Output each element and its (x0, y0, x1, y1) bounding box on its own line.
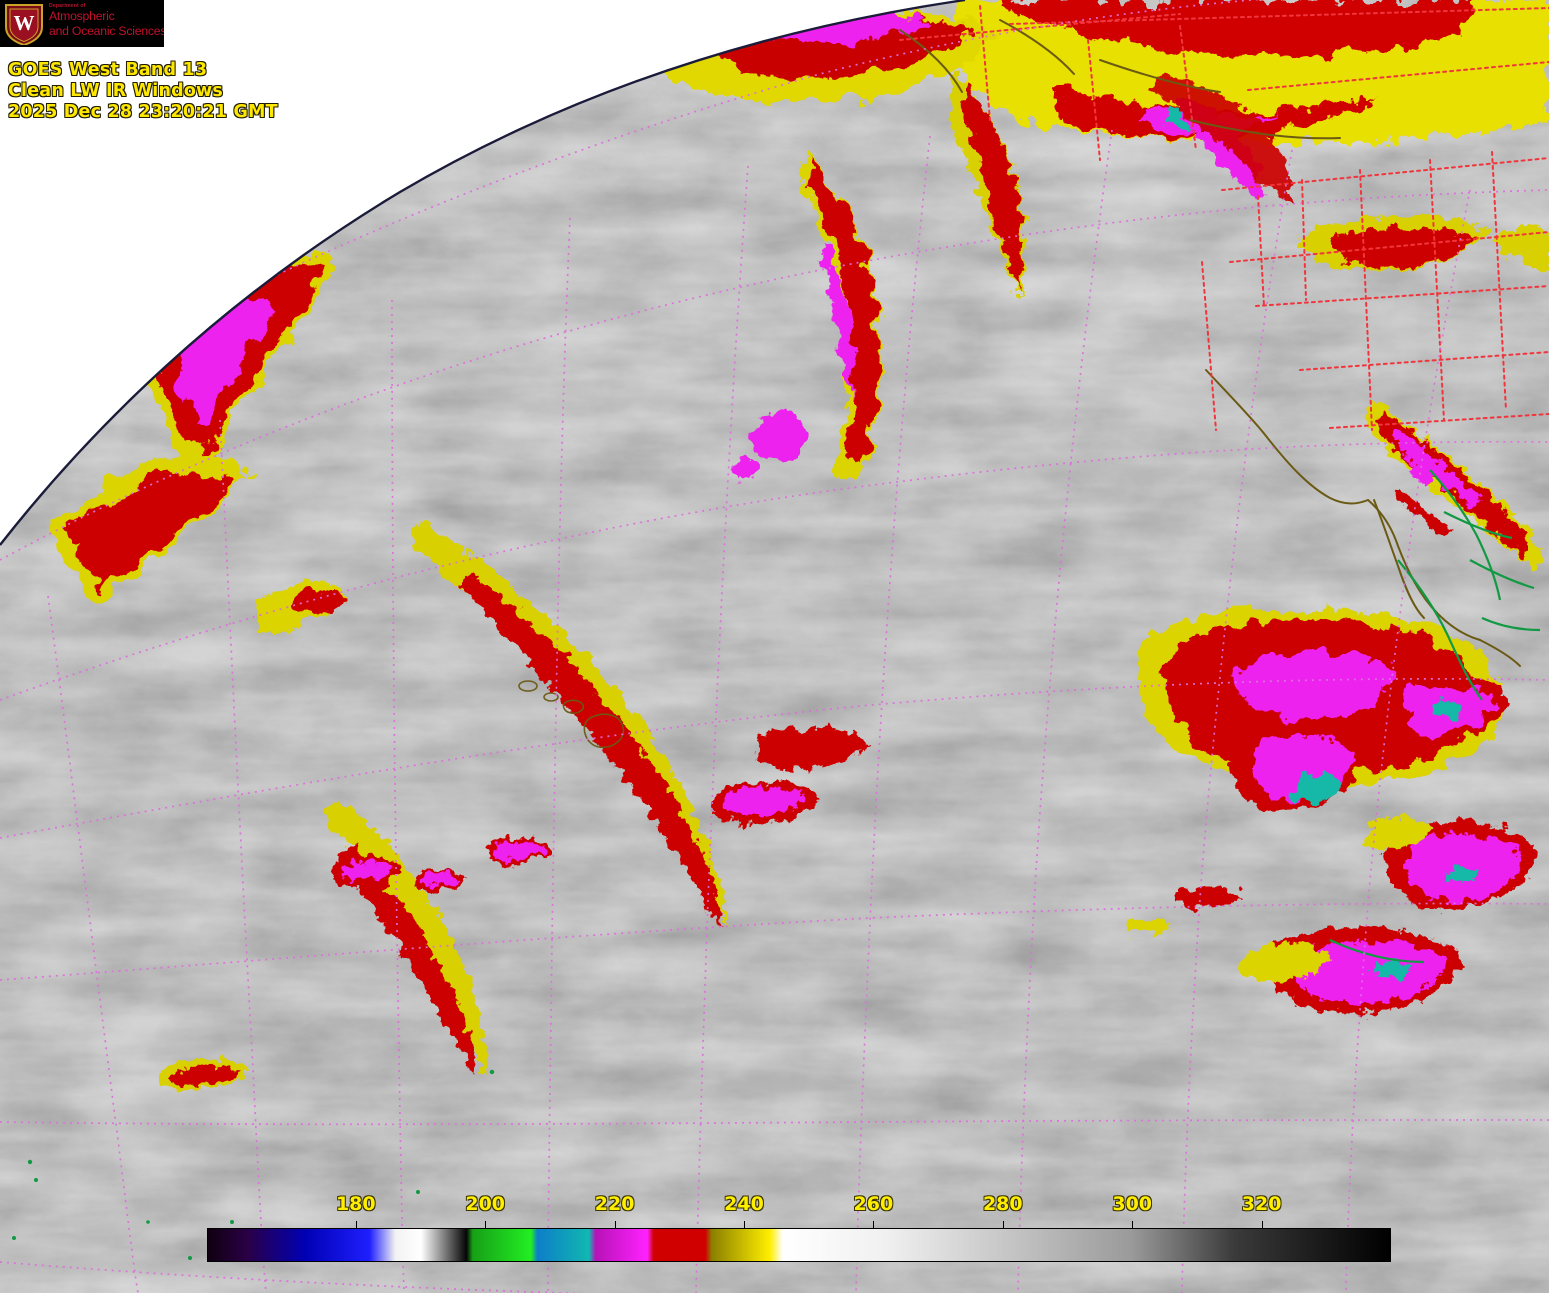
colorbar-tick-mark (355, 1221, 357, 1228)
colorbar-gradient-bar (207, 1228, 1391, 1262)
title-line-timestamp: 2025 Dec 28 23:20:21 GMT (8, 102, 278, 122)
title-line-product: Clean LW IR Windows (8, 81, 224, 101)
colorbar-tick-mark (1261, 1221, 1263, 1228)
colorbar-tick-mark (1132, 1221, 1134, 1228)
colorbar-tick-label: 300 (1112, 1193, 1153, 1215)
colorbar-tick-mark (485, 1221, 487, 1228)
colorbar-tick-label: 220 (594, 1193, 635, 1215)
colorbar-tick-label: 200 (465, 1193, 506, 1215)
logo-dept-line: Department of (49, 3, 86, 9)
colorbar-tick-label: 320 (1241, 1193, 1282, 1215)
colorbar-tick-mark (1002, 1221, 1004, 1228)
uw-crest-icon: W (5, 4, 43, 45)
logo-line-2: and Oceanic Sciences (49, 23, 164, 38)
logo-line-1: Atmospheric (49, 9, 115, 23)
colorbar-tick-mark (614, 1221, 616, 1228)
colorbar-tick-labels: 180 200 220 240 260 280 300 320 (207, 1193, 1391, 1221)
colorbar-tick-label: 260 (853, 1193, 894, 1215)
image-title-block: GOES West Band 13 Clean LW IR Windows 20… (8, 60, 278, 123)
colorbar-tick-marks (207, 1221, 1391, 1228)
colorbar: 180 200 220 240 260 280 300 320 (207, 1193, 1391, 1263)
colorbar-tick-label: 180 (335, 1193, 376, 1215)
uw-madison-aos-logo: W Department of Atmospheric and Oceanic … (0, 0, 164, 47)
colorbar-tick-mark (744, 1221, 745, 1228)
svg-text:W: W (14, 11, 35, 35)
colorbar-tick-mark (873, 1221, 875, 1228)
colorbar-tick-label: 280 (982, 1193, 1023, 1215)
title-line-satellite-band: GOES West Band 13 (8, 60, 208, 80)
colorbar-tick-label: 240 (724, 1193, 764, 1215)
